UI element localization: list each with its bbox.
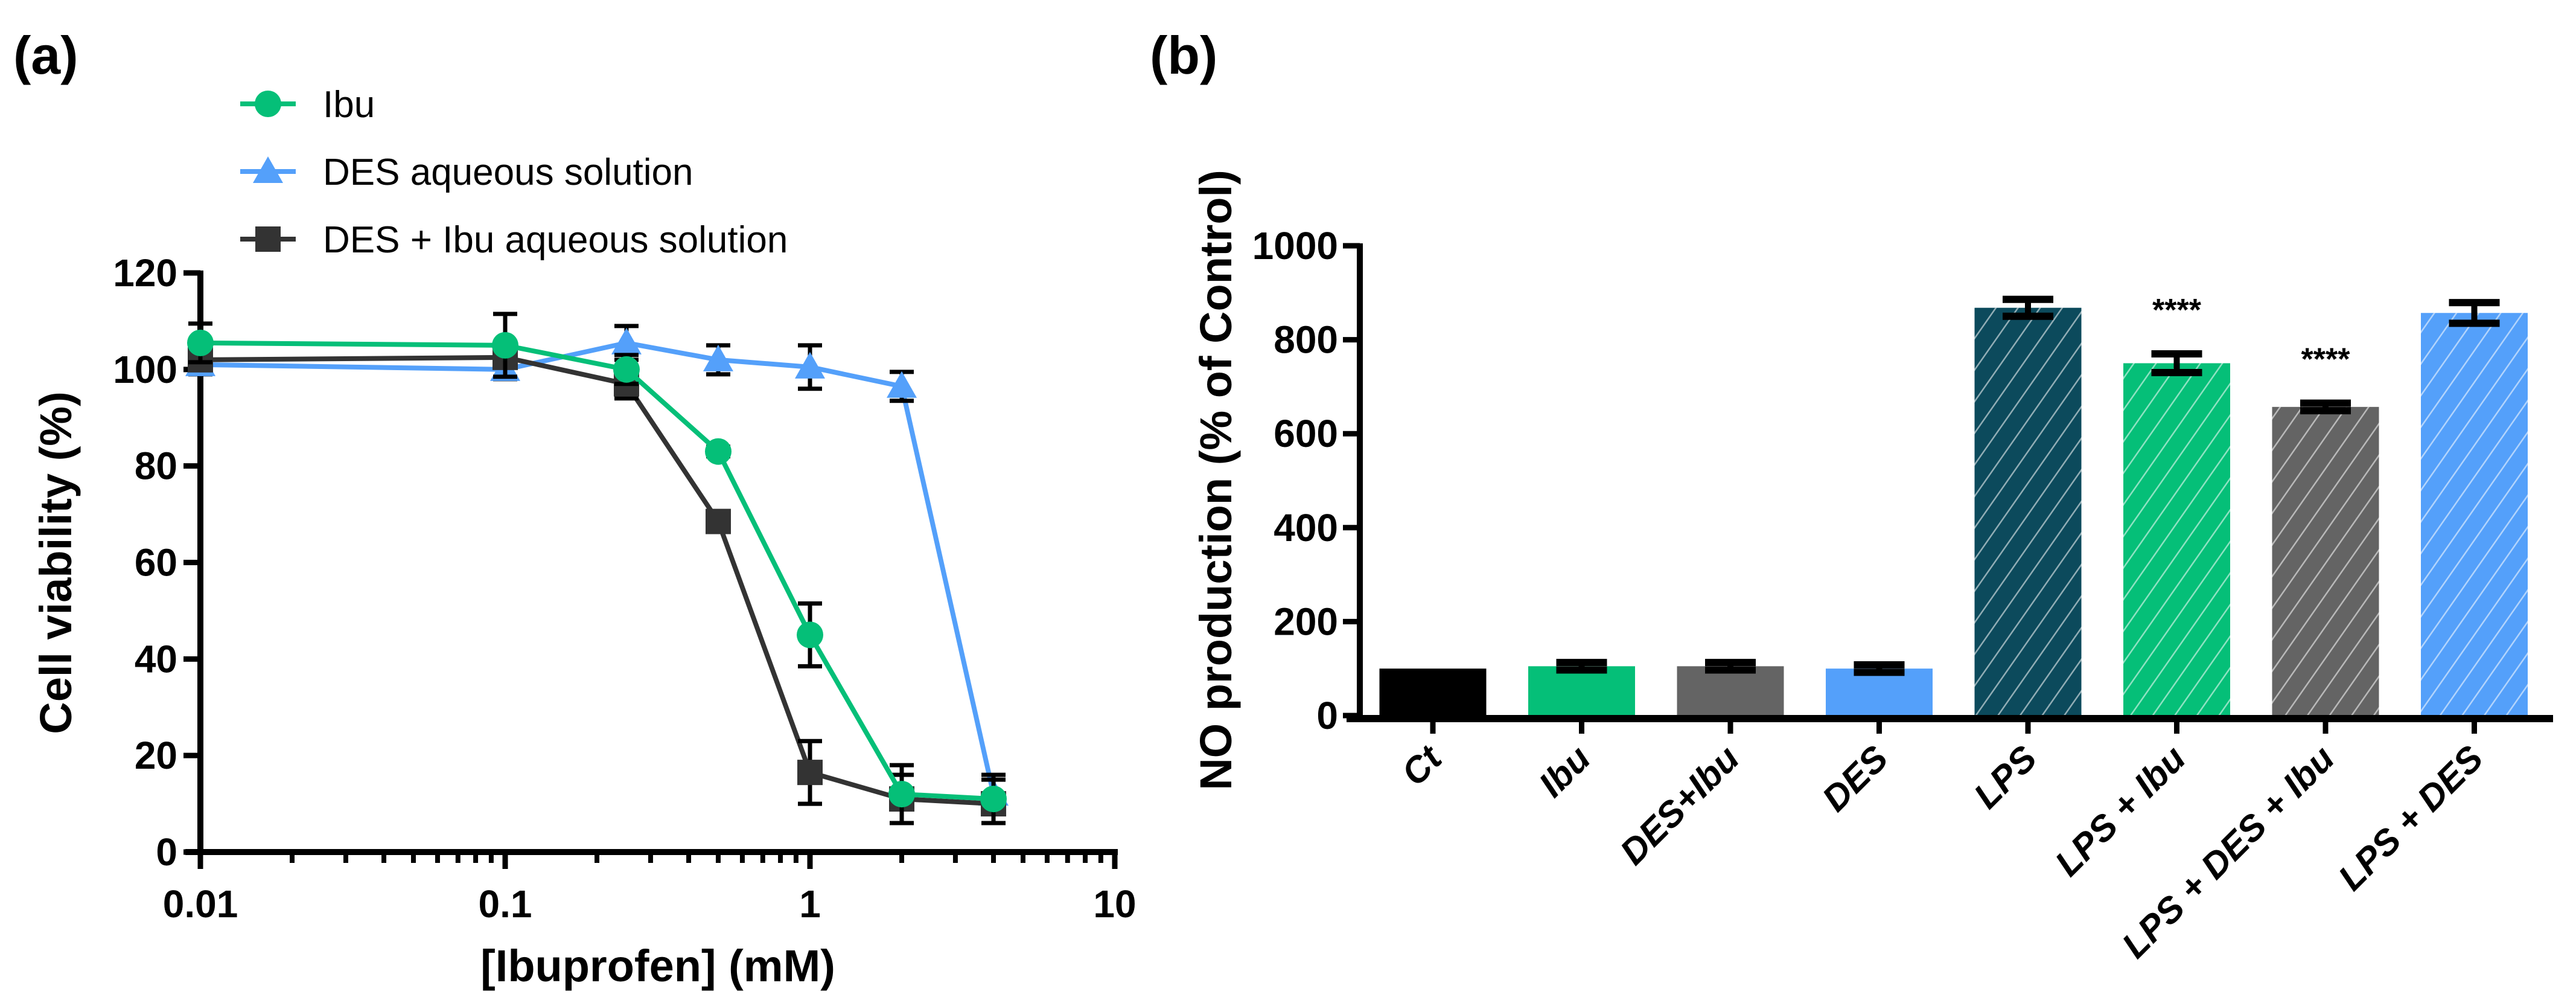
series-line [200, 354, 994, 807]
y-tick-label: 20 [135, 734, 177, 777]
legend-label: Ibu [323, 84, 375, 126]
bar-hatch [1974, 307, 2082, 716]
y-tick-label: 600 [1274, 412, 1338, 455]
y-tick-label: 80 [135, 444, 177, 488]
bar-group: **** [2123, 293, 2230, 716]
series-square [188, 344, 1007, 825]
axes-a: 0 20 40 60 80 100 120 0.01 0.1 1 10 [113, 251, 1136, 926]
series-line [200, 340, 994, 802]
bar [1677, 666, 1784, 716]
x-tick-label: 1 [799, 882, 821, 926]
legend-item: Ibu [240, 84, 375, 126]
data-point [797, 760, 823, 786]
x-category-label: LPS + Ibu [2047, 738, 2193, 884]
x-tick-label: 0.1 [479, 882, 532, 926]
data-point [980, 786, 1007, 813]
bars-b: **** **** [1379, 293, 2528, 716]
y-tick-label: 400 [1274, 506, 1338, 550]
x-category-label: LPS [1966, 738, 2044, 816]
legend-marker-triangle [253, 156, 283, 183]
x-tick-label: 10 [1093, 882, 1136, 926]
legend: Ibu DES aqueous solution DES + Ibu aqueous… [240, 84, 788, 261]
x-category-label: Ct [1394, 737, 1450, 793]
panel-b: (b) **** **** 0 200 400 600 800 1000 Ct Ibu DES+I… [1150, 25, 2553, 966]
legend-item: DES + Ibu aqueous solution [240, 219, 788, 261]
y-tick-label: 120 [113, 251, 177, 295]
x-axis-label-a: [Ibuprofen] (mM) [480, 941, 835, 991]
significance-label: **** [2301, 342, 2351, 377]
bar-group [1528, 659, 1635, 716]
bar [1379, 668, 1487, 716]
y-tick-label: 60 [135, 541, 177, 585]
series-circle [187, 312, 1007, 825]
y-tick-label: 100 [113, 348, 177, 391]
panel-a: (a) Ibu DES aqueous solution DES + Ibu aqu… [13, 25, 1137, 991]
x-tick-label: 0.01 [163, 882, 238, 926]
data-point [611, 327, 642, 354]
legend-marker-square [255, 226, 281, 252]
y-tick-label: 1000 [1252, 224, 1338, 268]
data-point [888, 781, 916, 808]
y-axis-label-a: Cell viability (%) [31, 391, 81, 734]
legend-item: DES aqueous solution [240, 152, 693, 193]
legend-label: DES aqueous solution [323, 152, 693, 193]
data-point [187, 329, 214, 356]
bar-group [1974, 295, 2082, 716]
panel-a-label: (a) [13, 25, 78, 85]
bar-group [2421, 299, 2528, 716]
x-category-label: Ibu [1531, 738, 1598, 805]
y-tick-label: 0 [156, 830, 177, 874]
x-category-label: DES [1814, 738, 1896, 819]
x-category-label: DES+Ibu [1612, 738, 1747, 873]
data-point [797, 621, 823, 649]
bar-hatch [2123, 363, 2230, 716]
y-axis-label-b: NO production (% of Control) [1191, 170, 1241, 790]
data-point [887, 371, 917, 398]
data-point [705, 508, 731, 534]
data-point [492, 332, 518, 359]
series-a [185, 312, 1009, 825]
legend-marker-circle [255, 91, 281, 117]
y-tick-label: 800 [1274, 318, 1338, 362]
bar-hatch [2421, 313, 2528, 716]
data-point [795, 351, 825, 379]
y-tick-label: 0 [1316, 694, 1338, 737]
data-point [704, 438, 732, 465]
bar-group [1826, 661, 1933, 716]
bar-group [1379, 668, 1487, 716]
x-category-label: LPS + DES [2330, 738, 2490, 898]
significance-label: **** [2152, 293, 2202, 328]
panel-b-label: (b) [1150, 25, 1217, 85]
bar-group [1677, 659, 1784, 716]
bar-group: **** [2272, 342, 2379, 716]
data-point [613, 356, 640, 383]
data-point [703, 344, 733, 371]
y-tick-label: 200 [1274, 600, 1338, 643]
series-triangle [185, 324, 1009, 811]
series-line [200, 340, 996, 795]
bar [1826, 668, 1933, 716]
y-tick-label: 40 [135, 637, 177, 681]
bar-hatch [2272, 406, 2379, 716]
legend-label: DES + Ibu aqueous solution [323, 219, 788, 261]
bar [1528, 666, 1635, 716]
